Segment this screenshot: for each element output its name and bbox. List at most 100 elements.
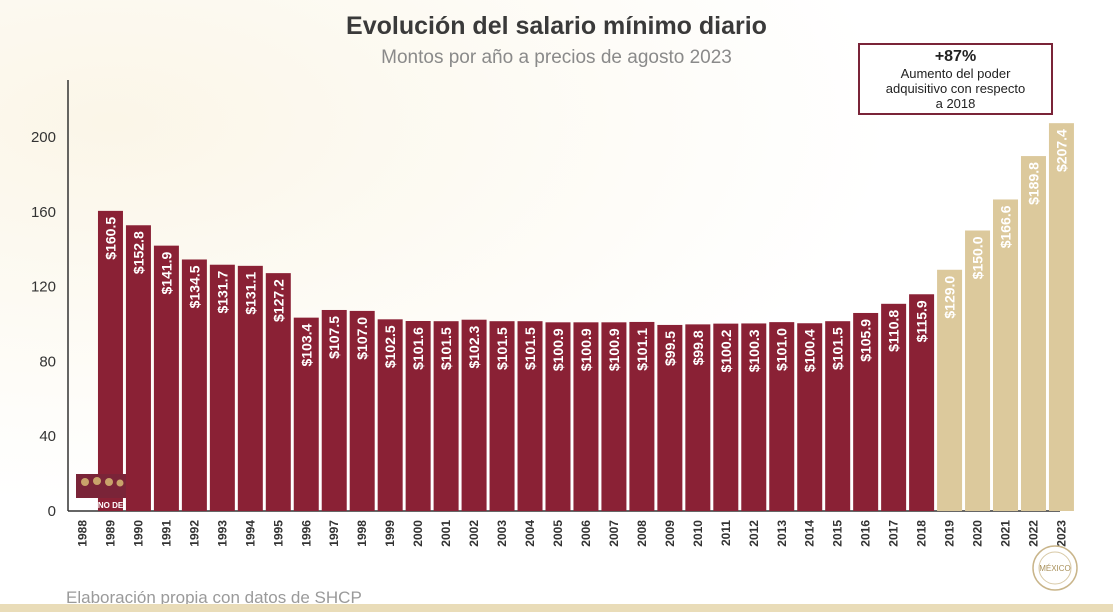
y-tick-label: 40: [39, 428, 56, 445]
increase-callout: +87% Aumento del poder adquisitivo con r…: [858, 43, 1053, 115]
bar-value-label: $115.9: [914, 300, 930, 342]
government-logo-right: MÉXICO: [1032, 545, 1078, 591]
callout-text-1: Aumento del poder: [900, 66, 1011, 81]
x-tick-label: 1992: [187, 520, 201, 547]
bar-value-label: $101.5: [522, 327, 538, 370]
bar-value-label: $105.9: [858, 319, 874, 362]
logo-left-text: BIERNO DE: [79, 501, 124, 510]
government-logo-left: BIERNO DE: [76, 474, 126, 510]
x-tick-label: 1996: [299, 520, 313, 547]
x-tick-label: 2014: [803, 520, 817, 547]
bar: [97, 210, 123, 512]
bar: [545, 322, 571, 511]
bar: [1048, 123, 1074, 512]
bar-value-label: $100.2: [718, 329, 734, 372]
chart-subtitle: Montos por año a precios de agosto 2023: [381, 47, 732, 68]
bar: [573, 322, 599, 511]
bar: [265, 273, 291, 511]
x-tick-label: 1993: [215, 520, 229, 547]
bar: [685, 324, 711, 511]
bar-value-label: $129.0: [942, 276, 958, 319]
bar: [601, 322, 627, 511]
callout-text-2: adquisitivo con respecto: [885, 81, 1026, 96]
x-tick-label: 1989: [103, 520, 117, 547]
x-tick-label: 2023: [1054, 520, 1068, 547]
bar-value-label: $103.4: [298, 323, 314, 366]
bar: [125, 225, 151, 512]
bar-value-label: $101.1: [634, 328, 650, 371]
bar: [713, 323, 739, 511]
bar: [489, 321, 515, 511]
source-note: Elaboración propia con datos de SHCP: [66, 588, 362, 607]
bar-value-label: $101.6: [410, 327, 426, 370]
bar: [153, 245, 179, 511]
logo-right-text: MÉXICO: [1039, 564, 1071, 573]
y-tick-label: 160: [31, 204, 56, 221]
bar-value-label: $107.5: [326, 316, 342, 359]
chart-title: Evolución del salario mínimo diario: [346, 12, 767, 40]
x-tick-label: 2005: [551, 520, 565, 547]
x-tick-label: 2001: [439, 520, 453, 547]
x-tick-label: 2011: [719, 520, 733, 546]
callout-headline: +87%: [934, 48, 977, 65]
bar: [993, 199, 1019, 511]
bar-value-label: $141.9: [158, 251, 174, 294]
bar: [181, 259, 207, 511]
x-tick-label: 2020: [971, 520, 985, 547]
bar: [349, 310, 375, 511]
callout-text-3: a 2018: [935, 96, 976, 111]
bar-value-label: $127.2: [270, 279, 286, 322]
bar: [377, 319, 403, 511]
bar-value-label: $131.7: [214, 271, 230, 314]
bar: [657, 324, 683, 511]
bar: [293, 317, 319, 511]
bar-value-label: $131.1: [242, 272, 258, 315]
x-tick-label: 1994: [243, 520, 257, 547]
bar: [405, 321, 431, 511]
bar-value-label: $101.5: [494, 327, 510, 370]
y-tick-label: 120: [31, 279, 56, 296]
bar-value-label: $134.5: [186, 265, 202, 308]
bar-value-label: $100.9: [550, 328, 566, 371]
bar-value-label: $189.8: [1025, 162, 1041, 205]
x-tick-label: 1997: [327, 520, 341, 547]
seal-icon: [1032, 545, 1078, 591]
bar-value-label: $101.5: [438, 327, 454, 370]
bar-value-label: $101.5: [830, 327, 846, 370]
bar: [517, 321, 543, 511]
x-tick-label: 1999: [383, 520, 397, 547]
x-tick-label: 2006: [579, 520, 593, 547]
bar: [825, 321, 851, 511]
x-tick-label: 1995: [271, 520, 285, 547]
x-tick-label: 2008: [635, 520, 649, 547]
x-tick-label: 2003: [495, 520, 509, 547]
x-tick-label: 2022: [1026, 520, 1040, 547]
x-tick-label: 2000: [411, 520, 425, 547]
x-tick-label: 2016: [859, 520, 873, 547]
bar: [881, 303, 907, 511]
x-tick-label: 2009: [663, 520, 677, 547]
x-tick-label: 1988: [76, 520, 90, 547]
x-tick-label: 2021: [999, 520, 1013, 547]
x-tick-label: 1991: [159, 520, 173, 547]
bar: [937, 269, 963, 511]
x-tick-label: 2018: [915, 520, 929, 547]
bar: [433, 321, 459, 511]
bar-value-label: $100.4: [802, 329, 818, 372]
bar-value-label: $100.9: [606, 328, 622, 371]
x-tick-label: 2010: [691, 520, 705, 547]
bar-value-label: $166.6: [998, 205, 1014, 248]
x-tick-label: 2019: [943, 520, 957, 547]
bar: [629, 321, 655, 511]
bar: [769, 322, 795, 511]
bar-value-label: $99.8: [690, 330, 706, 365]
bar: [461, 319, 487, 511]
bar: [965, 230, 991, 511]
x-tick-label: 2015: [831, 520, 845, 547]
bar: [237, 265, 263, 511]
x-tick-label: 2004: [523, 520, 537, 547]
bar-value-label: $152.8: [130, 231, 146, 274]
x-tick-label: 2007: [607, 520, 621, 547]
bar-value-label: $100.9: [578, 328, 594, 371]
